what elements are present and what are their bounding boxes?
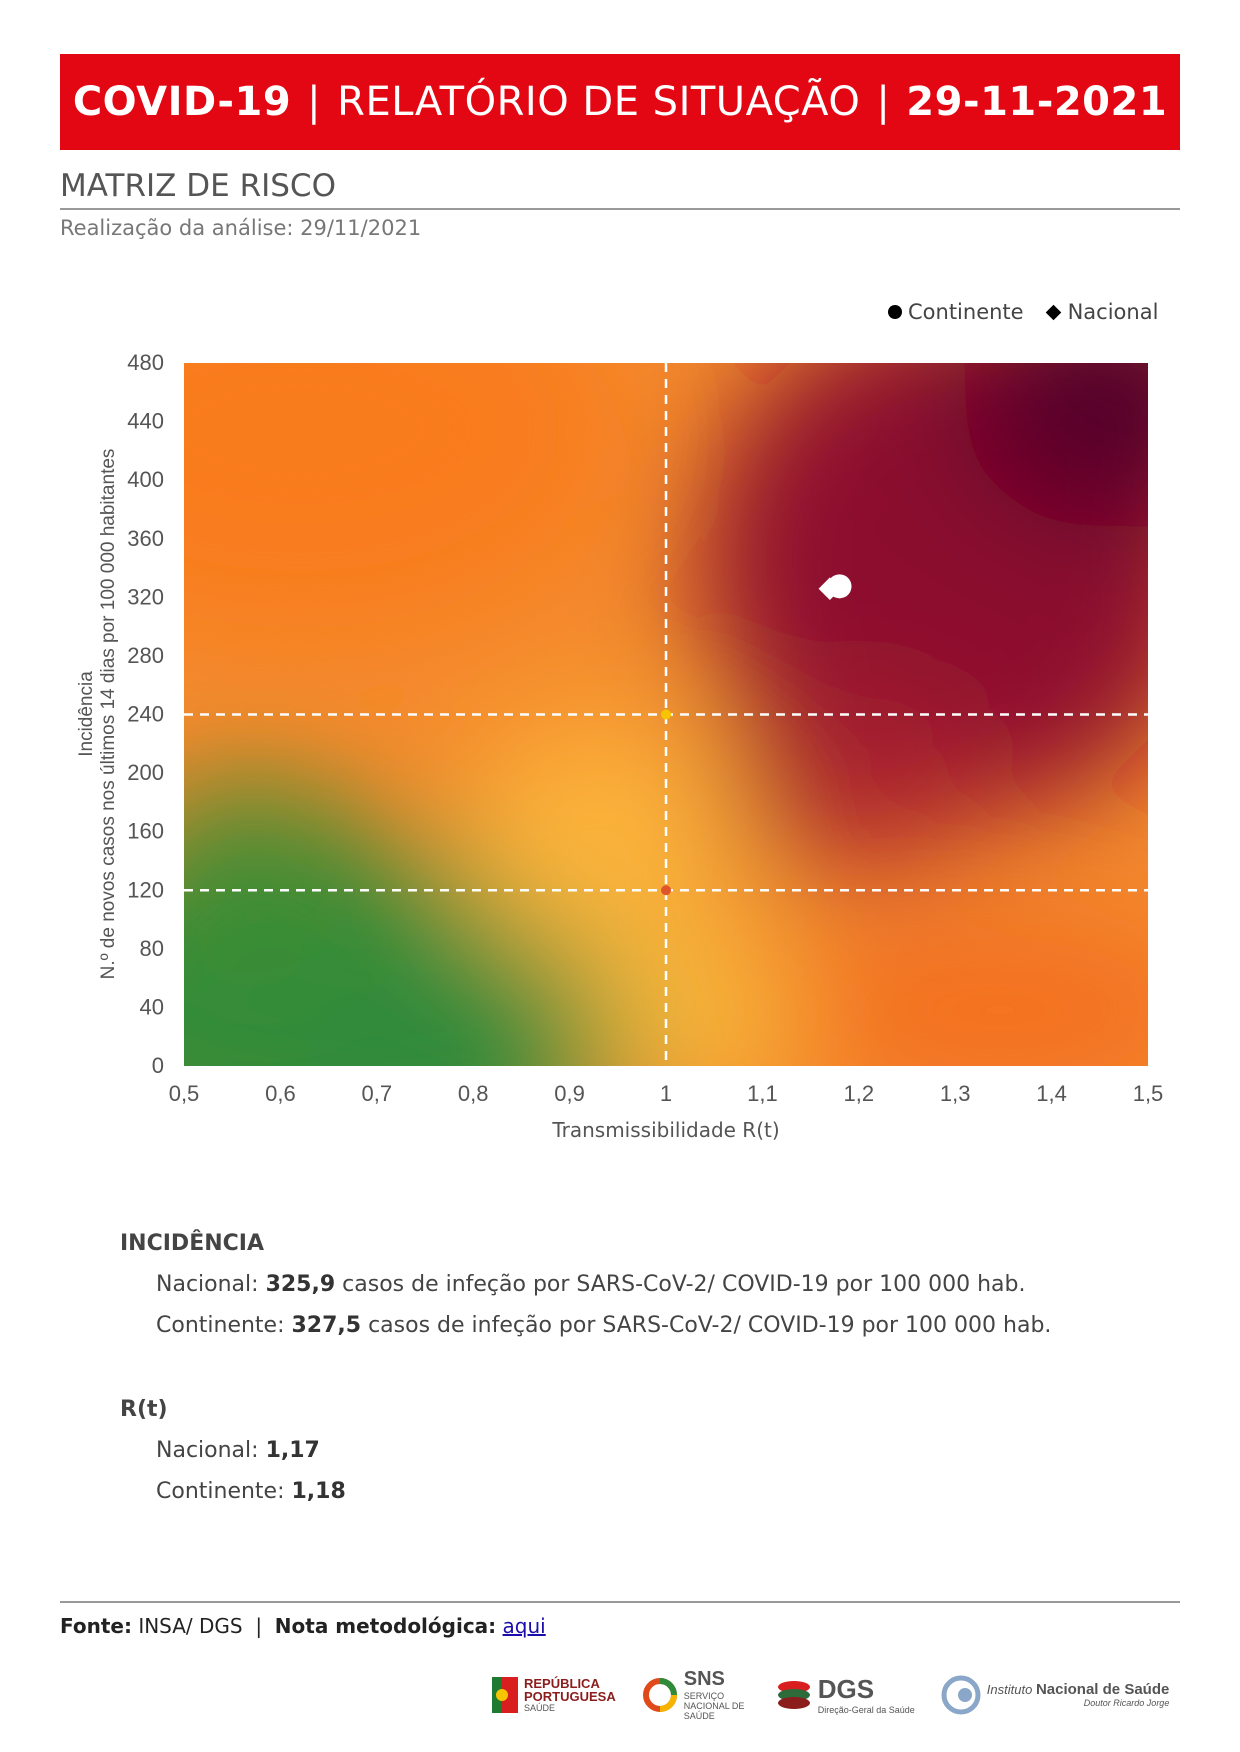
incidence-nacional-label: Nacional:	[156, 1272, 259, 1297]
y-tick-label: 80	[140, 936, 164, 961]
portugal-flag-icon	[492, 1676, 518, 1713]
dgs-logo: DGS Direção-Geral da Saúde	[776, 1674, 915, 1715]
y-tick-label: 400	[127, 467, 164, 492]
y-tick-label: 320	[127, 584, 164, 609]
rt-nacional-label: Nacional:	[156, 1438, 259, 1463]
legend-label-continente: Continente	[908, 300, 1024, 324]
incidence-nacional-text: casos de infeção por SARS-CoV-2/ COVID-1…	[335, 1272, 1026, 1297]
rt-continente-value: 1,18	[291, 1479, 346, 1504]
incidence-continente-value: 327,5	[291, 1313, 362, 1338]
dgs-text: DGS	[817, 1674, 875, 1704]
note-link[interactable]: aqui	[502, 1614, 546, 1638]
republica-portuguesa-logo: REPÚBLICA PORTUGUESA SAÚDE	[492, 1675, 616, 1713]
rt-nacional-value: 1,17	[265, 1438, 320, 1463]
banner-separator-1: |	[307, 79, 322, 125]
dgs-icon	[777, 1680, 810, 1709]
x-tick-label: 0,9	[554, 1081, 585, 1106]
x-tick-label: 1	[660, 1081, 672, 1106]
insa-prefix: Instituto	[986, 1682, 1033, 1697]
source-label: Fonte:	[60, 1614, 132, 1638]
incidence-heading: INCIDÊNCIA	[120, 1231, 264, 1256]
y-tick-label: 480	[127, 350, 164, 375]
legend-item-continente: Continente	[888, 300, 1024, 324]
logos-bar: REPÚBLICA PORTUGUESA SAÚDE SNS SERVIÇO N…	[492, 1668, 1169, 1721]
y-tick-label: 40	[140, 994, 164, 1019]
y-tick-label: 360	[127, 526, 164, 551]
source-value: INSA/ DGS	[138, 1614, 243, 1638]
footer-separator: |	[255, 1614, 263, 1638]
circle-marker-icon	[888, 305, 902, 319]
x-tick-label: 1,1	[747, 1081, 778, 1106]
y-tick-label: 440	[127, 409, 164, 434]
footer-source: Fonte: INSA/ DGS | Nota metodológica: aq…	[60, 1614, 546, 1638]
banner-separator-2: |	[876, 79, 891, 125]
incidence-continente-label: Continente:	[156, 1313, 285, 1338]
x-tick-label: 0,7	[362, 1081, 393, 1106]
dgs-sub: Direção-Geral da Saúde	[817, 1705, 915, 1715]
note-label: Nota metodológica:	[274, 1614, 497, 1638]
x-tick-label: 1,4	[1036, 1081, 1067, 1106]
risk-matrix-chart: 0,5 0,6 0,7 0,8 0,9 1 1,1 1,2 1,3 1,4 1,5 0 40 80 120 1…	[76, 350, 1163, 1142]
heatmap-background	[184, 363, 1148, 1066]
incidence-continente-text: casos de infeção por SARS-CoV-2/ COVID-1…	[361, 1313, 1052, 1338]
republica-line2: PORTUGUESA	[524, 1688, 616, 1704]
rt-heading: R(t)	[120, 1397, 168, 1422]
republica-line1: REPÚBLICA	[524, 1675, 600, 1691]
rt-section: R(t) Nacional: 1,17 Continente: 1,18	[120, 1397, 346, 1504]
x-tick-label: 0,5	[169, 1081, 200, 1106]
legend-label-nacional: Nacional	[1067, 300, 1159, 324]
y-axis-label-line2: N.º de novos casos nos últimos 14 dias p…	[98, 449, 119, 980]
y-tick-label: 200	[127, 760, 164, 785]
sns-sub: SERVIÇO NACIONAL DE SAÚDE	[683, 1691, 745, 1721]
sns-logo: SNS SERVIÇO NACIONAL DE SAÚDE	[642, 1668, 750, 1721]
section-title: MATRIZ DE RISCO	[60, 168, 1180, 210]
x-tick-label: 0,6	[265, 1081, 296, 1106]
sns-circle-icon	[642, 1677, 677, 1712]
y-axis-label-line1: Incidência	[76, 671, 97, 757]
threshold-intersection-high	[661, 709, 671, 720]
y-tick-label: 280	[127, 643, 164, 668]
x-tick-label: 1,5	[1133, 1081, 1164, 1106]
insa-sub: Doutor Ricardo Jorge	[1083, 1698, 1170, 1708]
insa-icon	[941, 1675, 981, 1714]
incidence-section: INCIDÊNCIA Nacional: 325,9 casos de infe…	[120, 1231, 1051, 1338]
report-banner: COVID-19 | RELATÓRIO DE SITUAÇÃO | 29-11…	[60, 54, 1180, 150]
x-axis-label: Transmissibilidade R(t)	[551, 1118, 779, 1142]
insa-logo: Instituto Nacional de Saúde Doutor Ricar…	[941, 1675, 1170, 1715]
incidence-nacional-value: 325,9	[265, 1272, 336, 1297]
x-tick-label: 0,8	[458, 1081, 489, 1106]
banner-date: 29-11-2021	[906, 79, 1168, 125]
y-tick-label: 240	[127, 702, 164, 727]
y-tick-label: 0	[152, 1053, 164, 1078]
rt-continente-label: Continente:	[156, 1479, 285, 1504]
y-tick-label: 160	[127, 819, 164, 844]
rt-nacional: Nacional: 1,17	[156, 1438, 346, 1463]
x-tick-label: 1,3	[940, 1081, 971, 1106]
incidence-continente: Continente: 327,5 casos de infeção por S…	[156, 1313, 1051, 1338]
legend-item-nacional: Nacional	[1045, 300, 1159, 324]
banner-report-title: RELATÓRIO DE SITUAÇÃO	[337, 79, 861, 125]
point-nacional	[818, 577, 842, 601]
incidence-nacional: Nacional: 325,9 casos de infeção por SAR…	[156, 1272, 1051, 1297]
insa-name: Nacional de Saúde	[1035, 1681, 1170, 1698]
axes: 0,5 0,6 0,7 0,8 0,9 1 1,1 1,2 1,3 1,4 1,5 0 40 80 120 1…	[127, 350, 1163, 1106]
sns-text: SNS	[683, 1668, 725, 1690]
republica-sub: SAÚDE	[524, 1702, 556, 1713]
threshold-lines	[184, 363, 1148, 1066]
footer-divider	[60, 1601, 1180, 1603]
rt-continente: Continente: 1,18	[156, 1479, 346, 1504]
banner-covid: COVID-19	[72, 79, 292, 125]
x-tick-label: 1,2	[844, 1081, 875, 1106]
threshold-intersection-low	[661, 885, 671, 896]
analysis-date: Realização da análise: 29/11/2021	[60, 216, 422, 240]
data-points	[818, 574, 852, 601]
y-tick-label: 120	[127, 877, 164, 902]
chart-legend: Continente Nacional	[888, 300, 1158, 324]
